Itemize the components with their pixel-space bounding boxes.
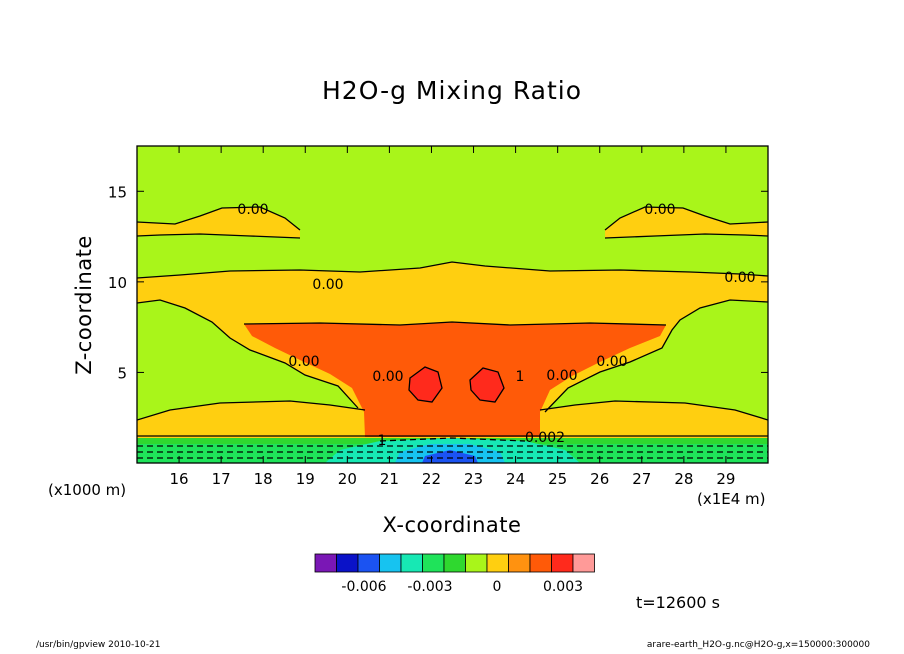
colorbar-swatch-1 [336,553,359,573]
x-tick-labels: 16 17 18 19 20 21 22 23 24 25 26 27 28 29 [170,470,736,488]
x-tick-label-6: 22 [422,470,441,488]
colorbar-tick-label-2: 0 [493,579,502,595]
contour-label-8: 1 [378,433,387,449]
x-tick-label-2: 18 [254,470,273,488]
upper-band-right [605,207,768,238]
y-tick-marks [137,190,768,373]
y-tick-label-0: 5 [117,364,127,382]
colorbar-tick-labels: -0.006 -0.003 0 0.003 [341,579,583,595]
colorbar-swatch-0 [314,553,337,573]
colorbar-tick-label-0: -0.006 [341,579,386,595]
x-tick-label-10: 26 [590,470,609,488]
x-tick-label-3: 19 [296,470,315,488]
contour-label-3: 0.00 [724,270,755,286]
y-axis-unit: (x1000 m) [48,481,127,499]
y-tick-label-1: 10 [108,274,127,292]
contour-field [137,146,768,463]
colorbar-tick-label-3: 0.003 [543,579,583,595]
time-label: t=12600 s [636,593,720,612]
colorbar-swatch-3 [379,553,402,573]
contour-label-1: 0.00 [644,202,675,218]
contour-label-2: 0.00 [312,277,343,293]
max-patch-left [409,367,442,402]
colorbar-swatch-12 [572,553,595,573]
colorbar-tick-label-1: -0.003 [407,579,452,595]
colorbar-swatch-6 [443,553,466,573]
x-tick-label-9: 25 [548,470,567,488]
footer-right: arare-earth_H2O-g.nc@H2O-g,x=150000:3000… [646,640,870,650]
x-tick-marks [178,146,727,463]
plot-frame [136,145,769,464]
y-tick-label-2: 15 [108,183,127,201]
x-axis-unit: (x1E4 m) [697,490,766,508]
x-tick-label-13: 29 [716,470,735,488]
y-tick-labels: 5 10 15 [108,183,127,382]
contour-label-10: 0.00 [546,368,577,384]
lower-yellow-layer [137,401,370,438]
colorbar-swatch-10 [529,553,552,573]
colorbar-swatch-4 [400,553,423,573]
colorbar-swatch-7 [465,553,488,573]
contour-lines [137,206,768,459]
colorbar-swatch-9 [508,553,531,573]
footer-left: /usr/bin/gpview 2010-10-21 [36,640,161,650]
contour-label-5: 0.00 [596,354,627,370]
contour-label-9: 0.002 [525,430,565,446]
chart-title: H2O-g Mixing Ratio [321,76,583,105]
colorbar [314,553,595,573]
colorbar-swatch-11 [551,553,574,573]
min-blue-region [422,450,478,463]
upper-band-left [137,207,300,238]
x-tick-label-7: 23 [464,470,483,488]
colorbar-swatch-2 [357,553,380,573]
x-axis-label: X-coordinate [382,513,522,537]
contour-labels: 0.00 0.00 0.00 0.00 0.00 0.00 0.00 1 1 0.002 0.00 [237,202,755,449]
contour-label-6: 0.00 [372,369,403,385]
colorbar-swatch-5 [422,553,445,573]
contour-label-4: 0.00 [288,354,319,370]
contour-label-0: 0.00 [237,202,268,218]
colorbar-swatch-8 [486,553,509,573]
y-axis-label: Z-coordinate [72,235,96,375]
contour-label-7: 1 [516,369,525,385]
x-tick-label-8: 24 [506,470,525,488]
orange-core-region [244,322,666,437]
x-tick-label-1: 17 [212,470,231,488]
max-patch-right [470,368,504,402]
x-tick-label-12: 28 [674,470,693,488]
x-tick-label-4: 20 [338,470,357,488]
x-tick-label-11: 27 [632,470,651,488]
x-tick-label-0: 16 [170,470,189,488]
lower-yellow-layer-right [535,401,768,438]
x-tick-label-5: 21 [380,470,399,488]
